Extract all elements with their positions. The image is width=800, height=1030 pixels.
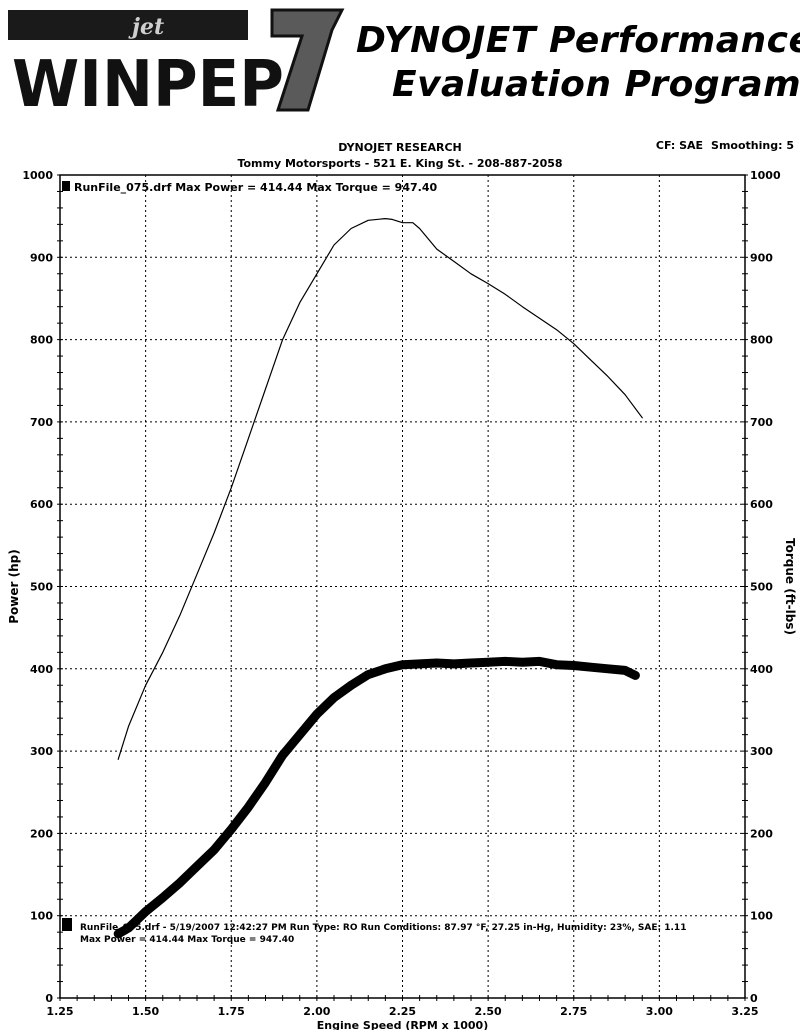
y-tick-label-right: 100 bbox=[750, 910, 773, 923]
y-tick-label-left: 600 bbox=[30, 498, 53, 511]
brand-title-line2: Evaluation Program bbox=[392, 64, 800, 105]
y-tick-label-left: 0 bbox=[45, 992, 53, 1005]
power-curve bbox=[113, 656, 640, 939]
smoothing-label: Smoothing: 5 bbox=[711, 139, 794, 152]
y-tick-label-left: 1000 bbox=[22, 169, 53, 182]
x-tick-label: 1.75 bbox=[218, 1005, 245, 1018]
brand-title-line1: DYNOJET Performance bbox=[356, 20, 800, 61]
y-tick-label-left: 800 bbox=[30, 334, 53, 347]
y-tick-label-left: 400 bbox=[30, 663, 53, 676]
y-tick-label-left: 700 bbox=[30, 416, 53, 429]
y-tick-label-right: 700 bbox=[750, 416, 773, 429]
chart-header-subtitle: Tommy Motorsports - 521 E. King St. - 20… bbox=[237, 157, 563, 170]
x-tick-label: 2.00 bbox=[303, 1005, 330, 1018]
winpep-logo: jet WINPEP bbox=[2, 6, 346, 114]
legend-bottom-swatch bbox=[62, 918, 72, 931]
y-tick-label-left: 300 bbox=[30, 745, 53, 758]
torque-curve bbox=[117, 218, 643, 760]
correction-factor-info: CF: SAE Smoothing: 5 bbox=[656, 139, 794, 152]
legend-bottom-line2: Max Power = 414.44 Max Torque = 947.40 bbox=[80, 935, 294, 945]
chart-header-title: DYNOJET RESEARCH bbox=[338, 141, 462, 154]
x-tick-label: 3.25 bbox=[731, 1005, 758, 1018]
x-tick-label: 1.25 bbox=[46, 1005, 73, 1018]
x-tick-label: 2.50 bbox=[475, 1005, 502, 1018]
legend-top-swatch bbox=[62, 181, 70, 191]
cf-label: CF: SAE bbox=[655, 139, 704, 152]
logo-winpep-text: WINPEP bbox=[12, 48, 284, 114]
y-tick-label-left: 100 bbox=[30, 910, 53, 923]
logo-seven-shape bbox=[270, 8, 345, 112]
legend-top-text: RunFile_075.drf Max Power = 414.44 Max T… bbox=[74, 181, 437, 194]
y-tick-label-left: 500 bbox=[30, 581, 53, 594]
y-axis-label-right: Torque (ft-lbs) bbox=[783, 538, 797, 635]
legend-bottom-line1: RunFile_075.drf - 5/19/2007 12:42:27 PM … bbox=[80, 923, 686, 933]
x-axis-label: Engine Speed (RPM x 1000) bbox=[317, 1019, 488, 1030]
y-tick-label-right: 900 bbox=[750, 251, 773, 264]
y-tick-label-right: 300 bbox=[750, 745, 773, 758]
x-tick-label: 1.50 bbox=[132, 1005, 159, 1018]
y-tick-label-right: 600 bbox=[750, 498, 773, 511]
y-tick-label-right: 0 bbox=[750, 992, 758, 1005]
x-tick-label: 2.75 bbox=[560, 1005, 587, 1018]
x-tick-label: 3.00 bbox=[646, 1005, 673, 1018]
y-tick-label-right: 1000 bbox=[750, 169, 781, 182]
y-tick-label-right: 500 bbox=[750, 581, 773, 594]
y-tick-label-left: 900 bbox=[30, 251, 53, 264]
y-tick-label-left: 200 bbox=[30, 827, 53, 840]
x-tick-label: 2.25 bbox=[389, 1005, 416, 1018]
logo-jet-text: jet bbox=[128, 14, 164, 40]
y-tick-label-right: 800 bbox=[750, 334, 773, 347]
y-tick-label-right: 200 bbox=[750, 827, 773, 840]
y-tick-label-right: 400 bbox=[750, 663, 773, 676]
y-axis-label-left: Power (hp) bbox=[7, 549, 21, 623]
